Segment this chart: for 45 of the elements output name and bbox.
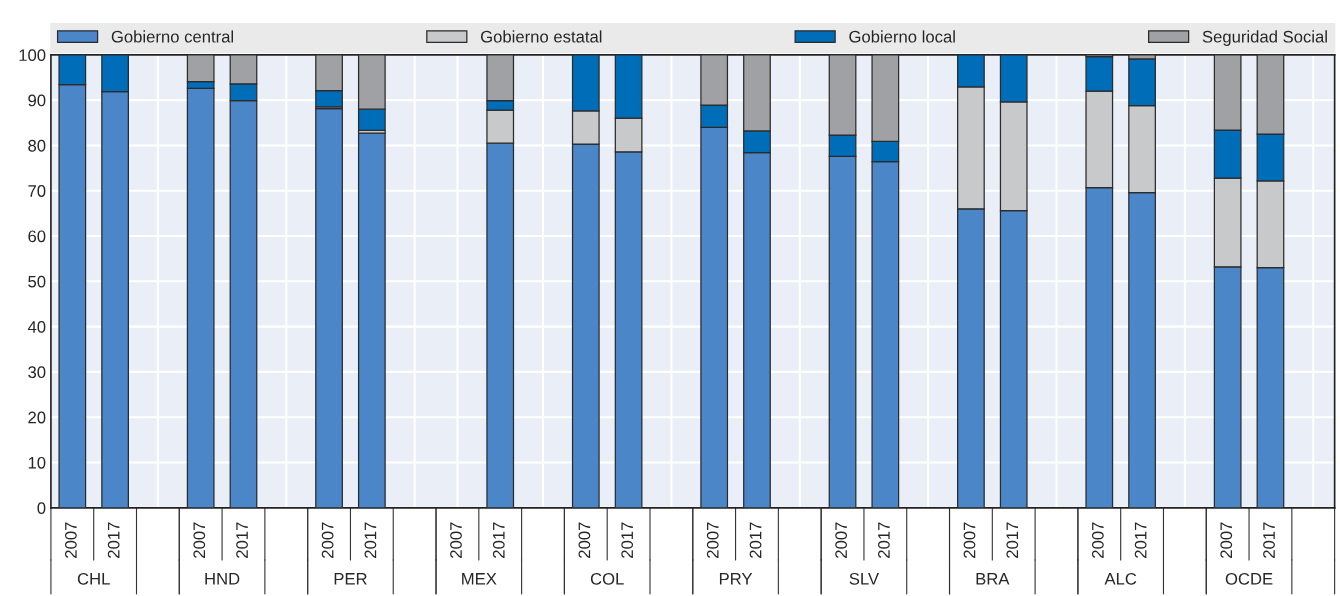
y-tick-label: 100 xyxy=(19,49,46,62)
x-tick-label: 2017 xyxy=(492,522,505,558)
y-tick-label: 40 xyxy=(27,321,46,333)
x-tick-label: 2007 xyxy=(578,522,591,558)
x-tick-label: 2017 xyxy=(107,522,120,558)
x-tick-label: 2007 xyxy=(706,522,719,558)
y-tick-label: 80 xyxy=(28,139,46,152)
y-tick-label: 60 xyxy=(28,230,46,243)
x-tick-label: 2017 xyxy=(364,522,377,558)
x-tick-label: 2017 xyxy=(1134,522,1147,558)
text: SLV xyxy=(849,572,880,585)
y-tick-label: 90 xyxy=(28,94,46,107)
x-tick-label: 2007 xyxy=(321,522,334,558)
y-tick-label: 20 xyxy=(28,411,46,424)
text: HND xyxy=(205,573,240,585)
legend-label: Gobierno central xyxy=(111,30,234,43)
y-tick-label: 30 xyxy=(28,366,46,379)
y-tick-label: 70 xyxy=(28,185,46,197)
x-tick-label: 2017 xyxy=(1263,522,1275,558)
text: OCDE xyxy=(1225,572,1273,585)
y-tick-label: 0 xyxy=(37,502,46,514)
legend-label: Seguridad Social xyxy=(1202,30,1327,46)
text: PER xyxy=(334,573,367,585)
text: BRA xyxy=(976,573,1010,585)
x-tick-label: 2007 xyxy=(450,522,462,558)
y-tick-label: 50 xyxy=(28,275,46,288)
legend-label: Gobierno estatal xyxy=(481,30,602,43)
x-tick-label: 2017 xyxy=(749,522,762,558)
x-tick-label: 2017 xyxy=(1006,522,1019,558)
text: ALC xyxy=(1104,572,1137,585)
legend-label: Gobierno local xyxy=(849,30,955,43)
text: COL xyxy=(590,572,624,585)
text: CHL xyxy=(77,572,110,585)
x-tick-label: 2007 xyxy=(835,522,848,558)
x-tick-label: 2017 xyxy=(878,522,890,558)
x-tick-label: 2007 xyxy=(1220,522,1233,558)
text: MEX xyxy=(462,573,497,585)
x-tick-label: 2007 xyxy=(963,522,976,558)
y-tick-label: 10 xyxy=(28,456,46,469)
x-tick-label: 2017 xyxy=(236,522,248,558)
x-tick-label: 2017 xyxy=(621,522,634,558)
x-tick-label: 2007 xyxy=(64,522,77,558)
text: PRY xyxy=(719,573,753,585)
x-tick-label: 2007 xyxy=(1091,522,1104,558)
x-tick-label: 2007 xyxy=(193,522,206,558)
